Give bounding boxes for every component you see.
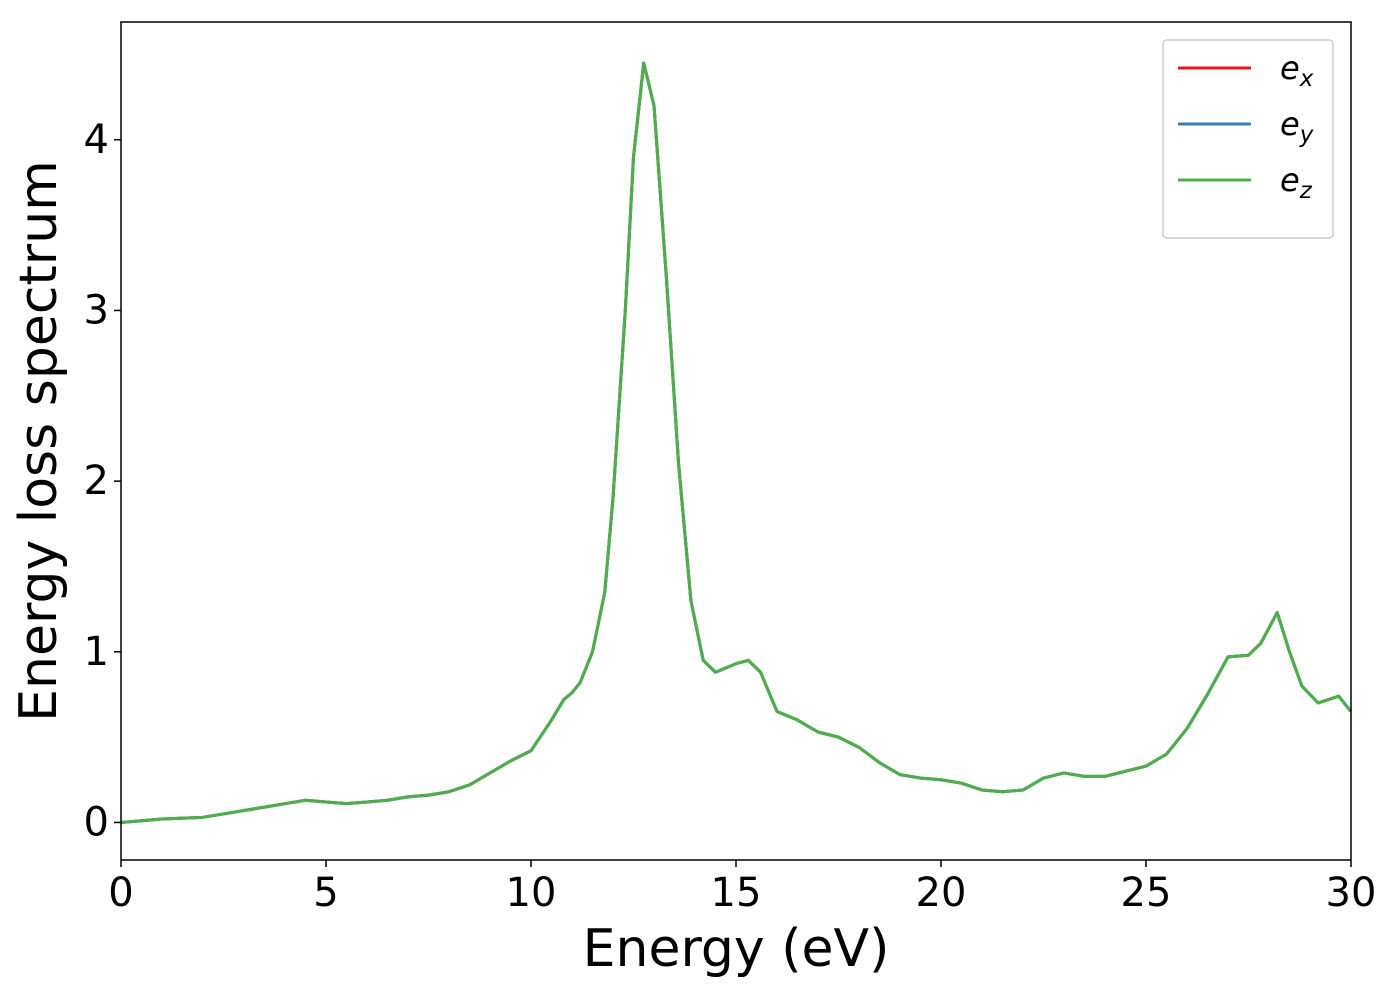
y-axis-label: Energy loss spectrum (9, 160, 69, 722)
y-tick-label: 1 (84, 629, 109, 675)
y-tick-label: 2 (84, 458, 109, 504)
legend-label: ey (1280, 105, 1314, 148)
x-tick-label: 30 (1326, 870, 1377, 916)
series-line (120, 61, 1353, 824)
x-tick-label: 5 (313, 870, 338, 916)
x-tick-label: 15 (711, 870, 762, 916)
x-tick-label: 25 (1121, 870, 1172, 916)
x-tick-label: 0 (108, 870, 133, 916)
legend-label: ex (1280, 49, 1314, 92)
y-tick-label: 4 (84, 117, 109, 163)
y-tick-label: 0 (84, 799, 109, 845)
x-tick-label: 20 (916, 870, 967, 916)
y-tick-label: 3 (84, 287, 109, 333)
x-axis-label: Energy (eV) (583, 919, 890, 979)
legend-box (1162, 39, 1334, 239)
x-tick-label: 10 (506, 870, 557, 916)
legend-label: ez (1280, 161, 1313, 204)
plot-frame (120, 21, 1352, 861)
